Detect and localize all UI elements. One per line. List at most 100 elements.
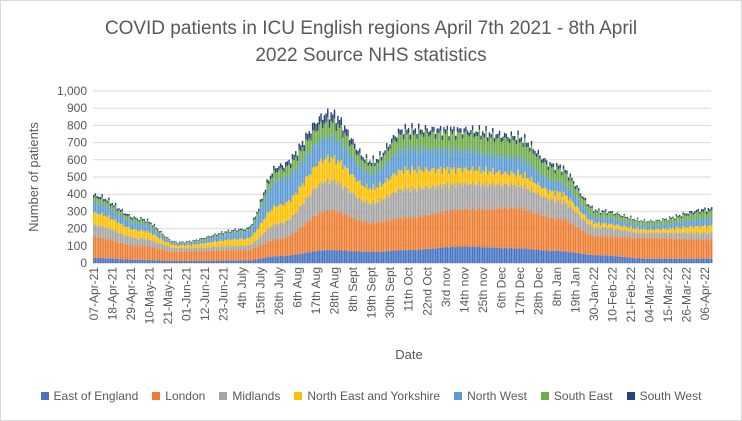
bar-segment bbox=[583, 230, 585, 254]
bar-segment bbox=[106, 239, 108, 259]
bar-segment bbox=[168, 238, 171, 240]
bar-segment bbox=[423, 132, 425, 138]
bar-segment bbox=[156, 260, 159, 263]
bar-segment bbox=[623, 213, 625, 216]
bar-segment bbox=[99, 214, 102, 227]
bar-segment bbox=[311, 130, 314, 145]
bar-segment bbox=[685, 227, 688, 234]
bar-segment bbox=[322, 213, 324, 251]
bar-segment bbox=[559, 180, 561, 192]
bar-segment bbox=[197, 242, 199, 245]
bar-segment bbox=[163, 241, 166, 246]
bar-segment bbox=[525, 249, 528, 263]
bar-segment bbox=[232, 250, 235, 261]
bar-segment bbox=[409, 174, 412, 193]
bar-segment bbox=[320, 121, 322, 137]
bar-segment bbox=[259, 199, 262, 203]
bar-segment bbox=[173, 241, 176, 242]
bar-segment bbox=[695, 218, 698, 227]
bar-segment bbox=[527, 210, 529, 249]
bar-segment bbox=[406, 134, 408, 150]
bar-segment bbox=[567, 180, 570, 192]
bar-segment bbox=[584, 220, 587, 232]
bar-segment bbox=[426, 148, 428, 170]
bar-segment bbox=[630, 220, 632, 226]
bar-segment bbox=[220, 231, 223, 233]
bar-segment bbox=[453, 209, 455, 247]
bar-segment bbox=[96, 257, 98, 263]
bar-segment bbox=[662, 237, 664, 259]
bar-segment bbox=[124, 215, 127, 220]
bar-segment bbox=[241, 245, 243, 250]
bar-segment bbox=[111, 240, 113, 259]
bar-segment bbox=[711, 209, 713, 217]
bar-segment bbox=[658, 258, 661, 263]
bar-segment bbox=[608, 218, 610, 224]
bar-segment bbox=[599, 237, 602, 256]
bar-segment bbox=[229, 260, 231, 263]
bar-segment bbox=[620, 237, 622, 257]
bar-segment bbox=[261, 206, 263, 223]
bar-segment bbox=[475, 184, 477, 210]
bar-segment bbox=[537, 182, 539, 192]
bar-segment bbox=[244, 260, 246, 263]
bar-segment bbox=[682, 212, 684, 215]
bar-segment bbox=[687, 258, 689, 263]
bar-segment bbox=[483, 247, 486, 263]
bar-segment bbox=[214, 233, 216, 235]
bar-segment bbox=[542, 188, 545, 197]
bar-segment bbox=[615, 214, 617, 220]
bar-segment bbox=[204, 243, 206, 248]
bar-segment bbox=[620, 226, 622, 231]
bar-segment bbox=[212, 237, 214, 242]
bar-segment bbox=[596, 223, 598, 228]
bar-segment bbox=[685, 213, 688, 216]
bar-segment bbox=[114, 205, 117, 210]
bar-segment bbox=[603, 217, 605, 224]
bar-segment bbox=[217, 233, 220, 235]
bar-segment bbox=[628, 219, 630, 224]
x-tick-label: 22nd Oct bbox=[420, 266, 434, 315]
bar-segment bbox=[458, 128, 460, 133]
bar-segment bbox=[685, 215, 688, 222]
bar-segment bbox=[577, 207, 580, 214]
bar-segment bbox=[138, 239, 140, 247]
bar-segment bbox=[396, 155, 398, 176]
bar-segment bbox=[513, 173, 516, 185]
bar-segment bbox=[540, 216, 543, 251]
bar-segment bbox=[290, 202, 292, 220]
bar-segment bbox=[118, 258, 120, 263]
bar-segment bbox=[273, 169, 275, 180]
bar-segment bbox=[359, 196, 361, 219]
bar-segment bbox=[626, 231, 629, 238]
bar-segment bbox=[463, 132, 465, 150]
bar-segment bbox=[136, 223, 139, 231]
bar-segment bbox=[631, 228, 634, 233]
bar-segment bbox=[279, 255, 282, 263]
bar-segment bbox=[636, 258, 639, 263]
bar-segment bbox=[145, 232, 147, 240]
bar-segment bbox=[342, 215, 344, 252]
bar-segment bbox=[379, 219, 381, 252]
x-tick-label: 6th Aug bbox=[291, 267, 305, 308]
bar-segment bbox=[549, 165, 551, 179]
bar-segment bbox=[606, 214, 609, 220]
bar-segment bbox=[217, 260, 220, 263]
bar-segment bbox=[542, 175, 545, 188]
bar-segment bbox=[249, 227, 252, 230]
bar-segment bbox=[94, 201, 97, 212]
bar-segment bbox=[643, 227, 646, 232]
bar-segment bbox=[444, 169, 447, 186]
bar-segment bbox=[369, 222, 371, 252]
bar-segment bbox=[412, 129, 415, 135]
bar-segment bbox=[145, 222, 147, 227]
bar-segment bbox=[298, 227, 300, 254]
bar-segment bbox=[138, 221, 140, 226]
bar-segment bbox=[145, 226, 147, 233]
bar-segment bbox=[348, 193, 351, 218]
bar-segment bbox=[513, 157, 516, 174]
bar-segment bbox=[460, 209, 462, 247]
bar-segment bbox=[611, 227, 614, 237]
bar-segment bbox=[556, 179, 558, 191]
bar-segment bbox=[525, 143, 528, 148]
